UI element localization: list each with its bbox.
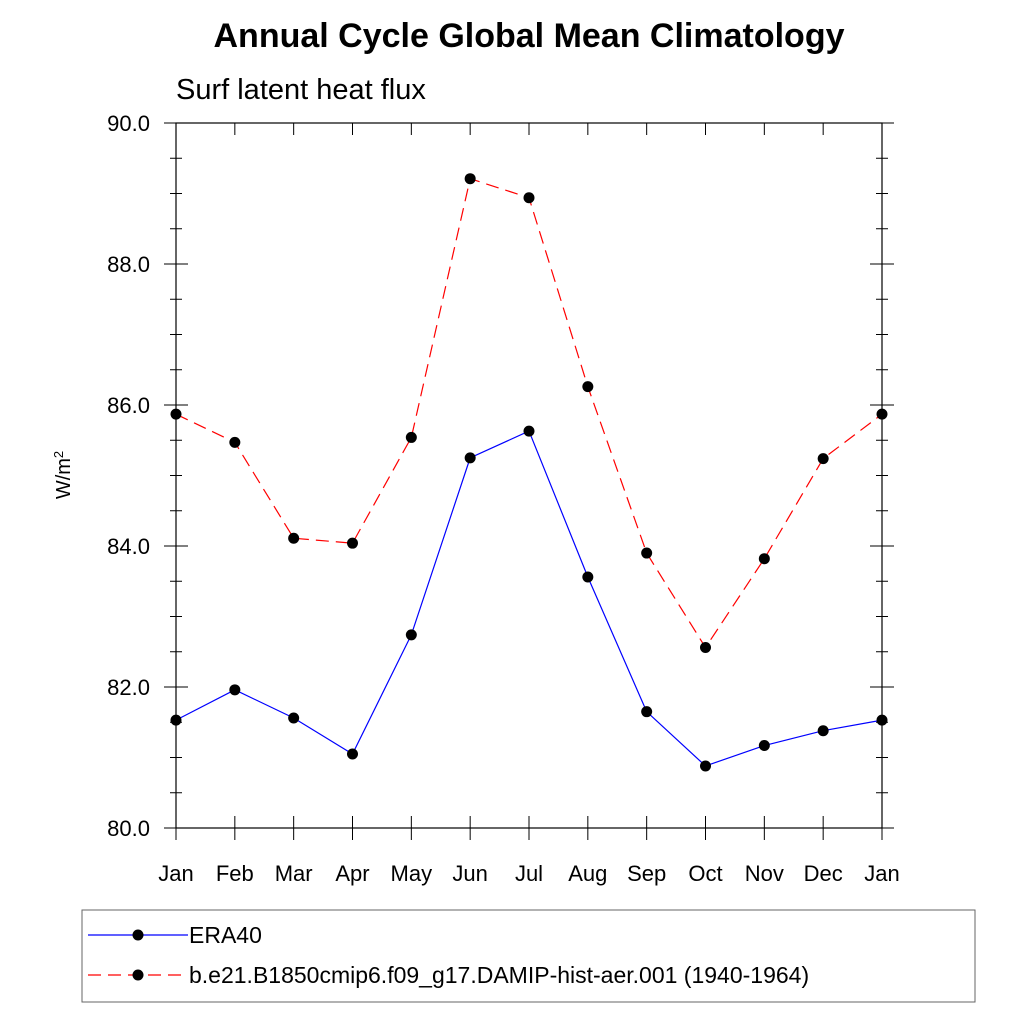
data-point	[405, 629, 417, 641]
x-tick-labels: Jan Feb Mar Apr May Jun Jul Aug Sep Oct Nov Dec Jan	[158, 861, 899, 886]
legend-label: ERA40	[189, 922, 262, 948]
data-point	[464, 173, 476, 185]
legend-marker	[132, 969, 144, 981]
chart-title: Annual Cycle Global Mean Climatology	[214, 17, 845, 55]
y-tick-label: 90.0	[107, 111, 150, 136]
data-point	[405, 431, 417, 443]
y-axis-label-sup: 2	[51, 451, 66, 458]
data-point	[523, 192, 535, 204]
data-point	[817, 725, 829, 737]
data-point	[758, 553, 770, 565]
data-point	[817, 453, 829, 465]
x-tick-label: Jan	[158, 861, 193, 886]
data-point	[876, 714, 888, 726]
x-tick-label: Jul	[515, 861, 543, 886]
y-tick-label: 88.0	[107, 252, 150, 277]
data-point	[582, 571, 594, 583]
y-tick-label: 84.0	[107, 534, 150, 559]
legend-items: ERA40 b.e21.B1850cmip6.f09_g17.DAMIP-hist…	[88, 922, 809, 988]
legend-label: b.e21.B1850cmip6.f09_g17.DAMIP-hist-aer.…	[189, 962, 809, 988]
x-tick-label: Jun	[452, 861, 487, 886]
data-point	[229, 436, 241, 448]
data-point	[288, 712, 300, 724]
y-axis-label-base: W/m	[53, 458, 75, 499]
data-point	[288, 532, 300, 544]
y-axis-label: W/m2	[51, 451, 76, 499]
plot-frame	[175, 122, 883, 829]
x-tick-label: Jan	[864, 861, 899, 886]
x-tick-label: May	[391, 861, 433, 886]
x-tick-label: Sep	[627, 861, 666, 886]
legend-box	[81, 909, 976, 1003]
x-tick-label: Feb	[216, 861, 254, 886]
x-tick-label: Mar	[275, 861, 313, 886]
chart-subtitle: Surf latent heat flux	[176, 74, 426, 106]
major-ticks	[164, 122, 894, 840]
y-tick-labels: 80.0 82.0 84.0 86.0 88.0 90.0	[107, 111, 150, 841]
x-tick-label: Aug	[568, 861, 607, 886]
x-tick-label: Oct	[688, 861, 722, 886]
legend-marker	[132, 929, 144, 941]
x-tick-label: Dec	[804, 861, 843, 886]
x-tick-label: Apr	[335, 861, 369, 886]
series-1	[170, 425, 888, 772]
data-point	[582, 381, 594, 393]
series-line	[175, 177, 883, 649]
series-line	[175, 430, 883, 767]
series-2	[170, 173, 888, 654]
data-point	[347, 748, 358, 760]
y-tick-label: 82.0	[107, 675, 150, 700]
y-tick-label: 80.0	[107, 816, 150, 841]
series-layer	[170, 173, 888, 772]
x-tick-label: Nov	[745, 861, 784, 886]
data-point	[700, 760, 711, 772]
minor-ticks	[170, 157, 888, 794]
data-point	[229, 684, 241, 696]
plot-border	[175, 122, 883, 829]
data-point	[523, 425, 535, 437]
legend-item-2: b.e21.B1850cmip6.f09_g17.DAMIP-hist-aer.…	[88, 962, 809, 988]
data-point	[170, 408, 182, 420]
y-tick-label: 86.0	[107, 393, 150, 418]
data-point	[347, 537, 358, 549]
data-point	[464, 452, 476, 464]
data-point	[876, 408, 888, 420]
legend-item-1: ERA40	[88, 922, 262, 948]
data-point	[641, 547, 653, 559]
data-point	[758, 740, 770, 752]
data-point	[700, 642, 711, 654]
data-point	[170, 714, 182, 726]
data-point	[641, 706, 653, 718]
